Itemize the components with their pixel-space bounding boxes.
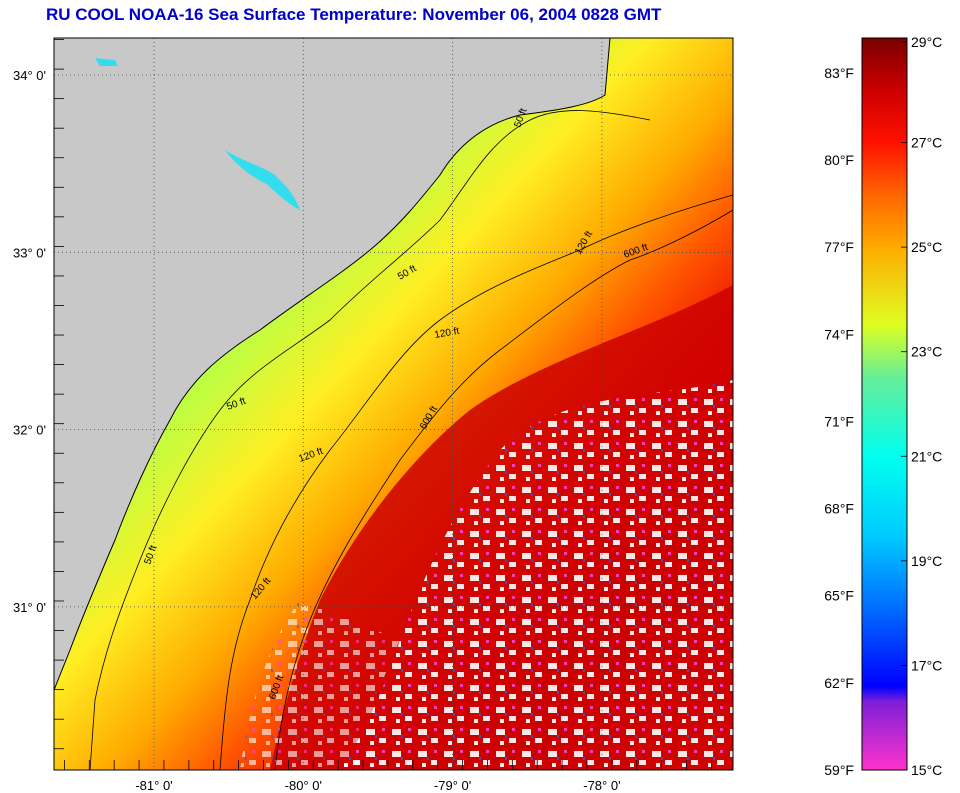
longitude-labels: -81° 0' -80° 0' -79° 0' -78° 0' bbox=[135, 778, 620, 793]
contour-600ft bbox=[274, 209, 733, 770]
contour-50ft bbox=[89, 110, 651, 770]
longitude-label: -78° 0' bbox=[583, 778, 620, 793]
map-ticks bbox=[54, 39, 712, 770]
colorbar-celsius-labels: 29°C 27°C 25°C 23°C 21°C 19°C 17°C 15°C bbox=[901, 34, 942, 778]
land-mass bbox=[54, 38, 610, 690]
colorbar-f-label: 65°F bbox=[824, 588, 854, 604]
colorbar-f-label: 62°F bbox=[824, 675, 854, 691]
colorbar-f-label: 77°F bbox=[824, 239, 854, 255]
colorbar-c-label: 19°C bbox=[911, 553, 942, 569]
map-frame bbox=[53, 37, 734, 771]
cloud-cover bbox=[340, 380, 733, 770]
latitude-labels: 34° 0' 33° 0' 32° 0' 31° 0' bbox=[13, 68, 46, 615]
latitude-label: 34° 0' bbox=[13, 68, 46, 83]
latitude-label: 32° 0' bbox=[13, 423, 46, 438]
colorbar bbox=[861, 37, 908, 771]
map-title: RU COOL NOAA-16 Sea Surface Temperature:… bbox=[46, 5, 662, 24]
contour-120ft bbox=[219, 194, 733, 770]
colorbar-c-label: 23°C bbox=[911, 344, 942, 360]
latitude-label: 33° 0' bbox=[13, 245, 46, 260]
contour-label: 120 ft bbox=[434, 326, 461, 341]
colorbar-f-label: 74°F bbox=[824, 326, 854, 342]
latitude-label: 31° 0' bbox=[13, 600, 46, 615]
colorbar-f-label: 83°F bbox=[824, 65, 854, 81]
colorbar-c-label: 27°C bbox=[911, 135, 942, 151]
coastline bbox=[54, 38, 611, 691]
colorbar-f-label: 68°F bbox=[824, 501, 854, 517]
lake-marion bbox=[225, 150, 300, 210]
cloud-cover-south bbox=[240, 600, 400, 770]
lake-small bbox=[95, 58, 118, 66]
colorbar-c-label: 15°C bbox=[911, 762, 942, 778]
colorbar-c-label: 25°C bbox=[911, 239, 942, 255]
longitude-label: -79° 0' bbox=[434, 778, 471, 793]
colorbar-c-label: 29°C bbox=[911, 34, 942, 50]
longitude-label: -81° 0' bbox=[135, 778, 172, 793]
colorbar-c-label: 17°C bbox=[911, 657, 942, 673]
longitude-label: -80° 0' bbox=[285, 778, 322, 793]
colorbar-fahrenheit-labels: 83°F 80°F 77°F 74°F 71°F 68°F 65°F 62°F 59°F bbox=[824, 65, 854, 778]
colorbar-f-label: 80°F bbox=[824, 152, 854, 168]
colorbar-f-label: 59°F bbox=[824, 762, 854, 778]
colorbar-c-label: 21°C bbox=[911, 448, 942, 464]
colorbar-f-label: 71°F bbox=[824, 413, 854, 429]
